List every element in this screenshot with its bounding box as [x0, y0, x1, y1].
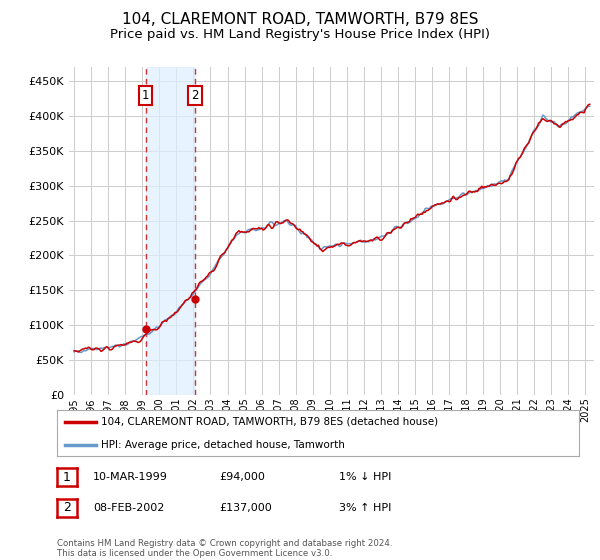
Text: 3% ↑ HPI: 3% ↑ HPI: [339, 503, 391, 513]
Text: 1% ↓ HPI: 1% ↓ HPI: [339, 472, 391, 482]
Text: 2: 2: [191, 88, 199, 101]
Text: 2: 2: [63, 501, 71, 515]
Text: £137,000: £137,000: [219, 503, 272, 513]
Text: Contains HM Land Registry data © Crown copyright and database right 2024.
This d: Contains HM Land Registry data © Crown c…: [57, 539, 392, 558]
Text: HPI: Average price, detached house, Tamworth: HPI: Average price, detached house, Tamw…: [101, 440, 345, 450]
Text: £94,000: £94,000: [219, 472, 265, 482]
Text: 1: 1: [63, 470, 71, 484]
Bar: [146, 67, 195, 395]
Text: 1: 1: [142, 88, 149, 101]
Text: 104, CLAREMONT ROAD, TAMWORTH, B79 8ES: 104, CLAREMONT ROAD, TAMWORTH, B79 8ES: [122, 12, 478, 27]
Text: 10-MAR-1999: 10-MAR-1999: [93, 472, 168, 482]
Text: 104, CLAREMONT ROAD, TAMWORTH, B79 8ES (detached house): 104, CLAREMONT ROAD, TAMWORTH, B79 8ES (…: [101, 417, 439, 427]
Text: 08-FEB-2002: 08-FEB-2002: [93, 503, 164, 513]
Text: Price paid vs. HM Land Registry's House Price Index (HPI): Price paid vs. HM Land Registry's House …: [110, 28, 490, 41]
